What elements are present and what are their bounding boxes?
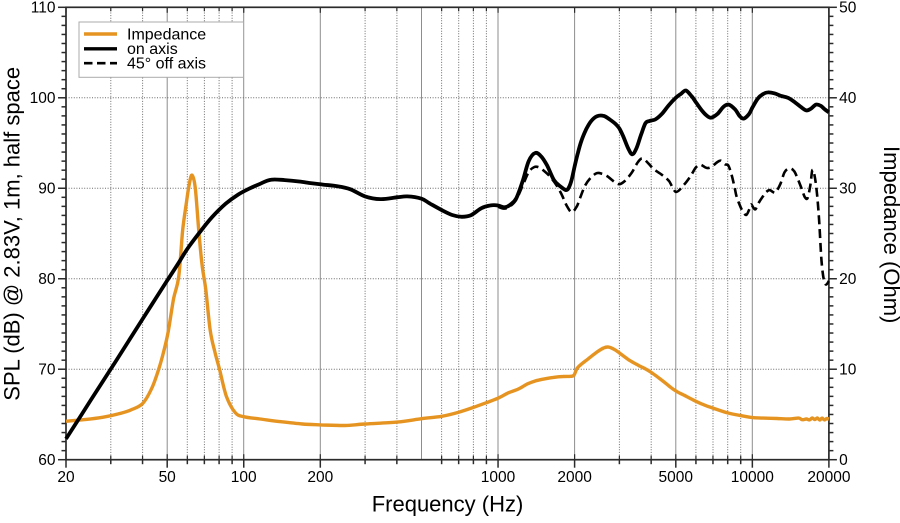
svg-text:5000: 5000: [659, 469, 694, 486]
svg-text:10000: 10000: [731, 469, 774, 486]
svg-text:40: 40: [839, 90, 857, 107]
svg-text:200: 200: [307, 469, 333, 486]
svg-text:45° off axis: 45° off axis: [127, 56, 206, 73]
svg-text:10: 10: [839, 362, 857, 379]
svg-text:90: 90: [38, 181, 56, 198]
svg-text:Impedance: Impedance: [127, 26, 206, 43]
svg-text:20000: 20000: [807, 469, 850, 486]
svg-text:SPL (dB) @ 2.83V, 1m, half spa: SPL (dB) @ 2.83V, 1m, half space: [0, 67, 25, 401]
svg-text:2000: 2000: [557, 469, 592, 486]
svg-text:70: 70: [38, 362, 56, 379]
svg-text:50: 50: [839, 0, 857, 17]
svg-text:20: 20: [839, 271, 857, 288]
svg-text:80: 80: [38, 271, 56, 288]
svg-text:20: 20: [57, 469, 75, 486]
svg-text:110: 110: [31, 0, 56, 17]
svg-text:60: 60: [38, 452, 56, 469]
svg-text:50: 50: [159, 469, 177, 486]
svg-text:30: 30: [839, 181, 857, 198]
svg-text:100: 100: [30, 90, 56, 107]
svg-text:on axis: on axis: [127, 41, 178, 58]
svg-text:1000: 1000: [481, 469, 516, 486]
svg-text:100: 100: [231, 469, 257, 486]
svg-text:Impedance (Ohm): Impedance (Ohm): [879, 146, 900, 323]
svg-text:Frequency (Hz): Frequency (Hz): [372, 492, 524, 517]
svg-text:0: 0: [839, 452, 848, 469]
